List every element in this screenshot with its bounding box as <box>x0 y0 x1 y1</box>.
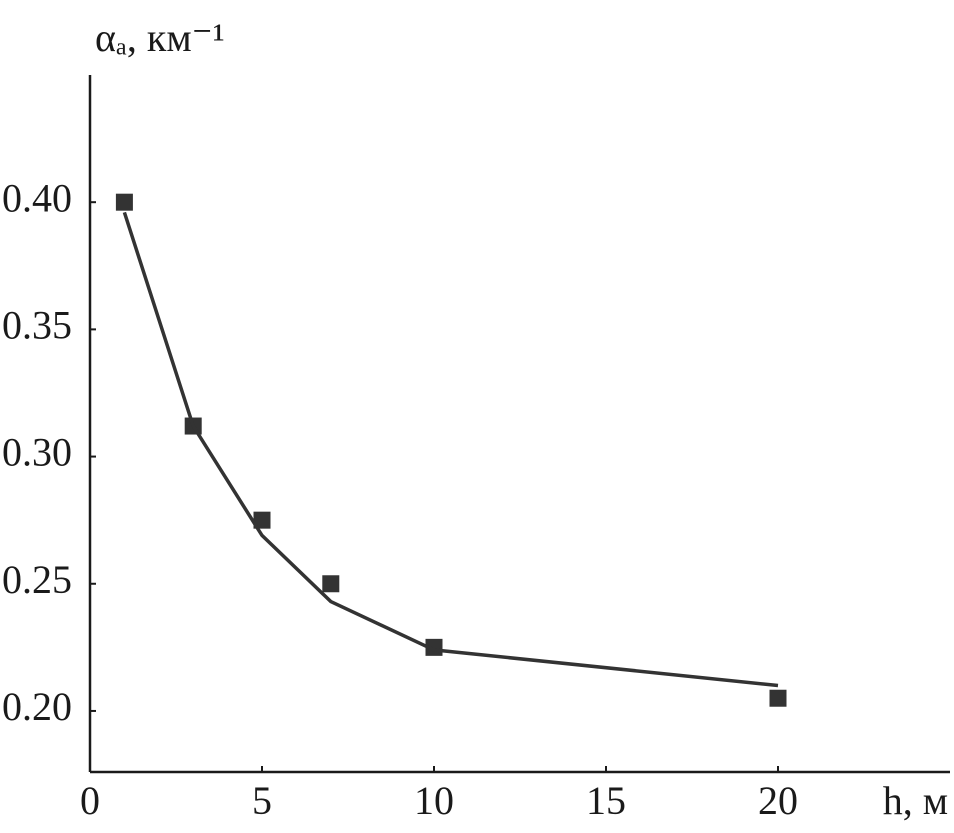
point <box>115 193 133 211</box>
point <box>253 511 271 529</box>
x-axis-label: h, м <box>883 778 948 823</box>
y-tick-label: 0.30 <box>2 430 72 475</box>
x-tick-label: 15 <box>586 778 626 823</box>
y-tick-label: 0.35 <box>2 303 72 348</box>
x-tick-label: 20 <box>758 778 798 823</box>
y-tick-label: 0.40 <box>2 175 72 220</box>
x-tick-label: 5 <box>252 778 272 823</box>
x-tick-label: 10 <box>414 778 454 823</box>
y-axis-label: αₐ, км⁻¹ <box>95 15 225 60</box>
point <box>322 575 340 593</box>
y-tick-label: 0.20 <box>2 684 72 729</box>
fit-line <box>122 211 779 688</box>
point <box>769 689 787 707</box>
x-tick-label: 0 <box>80 778 100 823</box>
y-tick-label: 0.25 <box>2 557 72 602</box>
